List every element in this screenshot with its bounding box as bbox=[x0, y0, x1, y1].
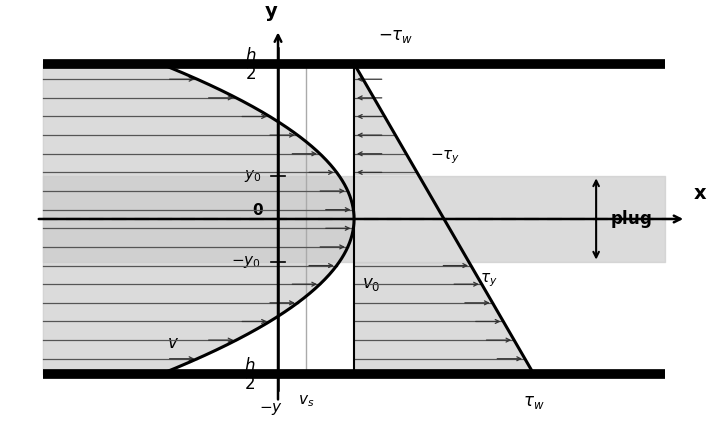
Text: $v_s$: $v_s$ bbox=[297, 393, 314, 408]
Text: $-y_0$: $-y_0$ bbox=[232, 255, 261, 270]
Text: $\mathbf{y}$: $\mathbf{y}$ bbox=[264, 4, 278, 23]
Text: $-\tau_y$: $-\tau_y$ bbox=[430, 149, 460, 166]
Text: $v$: $v$ bbox=[168, 334, 179, 352]
Text: $\tau_y$: $\tau_y$ bbox=[480, 272, 497, 289]
Text: $\mathbf{0}$: $\mathbf{0}$ bbox=[252, 202, 264, 218]
Text: $\tau_w$: $\tau_w$ bbox=[523, 393, 544, 411]
Text: $\mathbf{plug}$: $\mathbf{plug}$ bbox=[610, 208, 652, 230]
Text: $\dfrac{h}{2}$: $\dfrac{h}{2}$ bbox=[245, 46, 257, 82]
Text: $-y$: $-y$ bbox=[259, 401, 283, 417]
Text: $-\dfrac{h}{2}$: $-\dfrac{h}{2}$ bbox=[231, 356, 257, 392]
Text: $-\tau_w$: $-\tau_w$ bbox=[378, 27, 413, 45]
Text: $\mathbf{x}$: $\mathbf{x}$ bbox=[693, 184, 708, 203]
Text: $v_0$: $v_0$ bbox=[362, 275, 380, 293]
Text: $y_0$: $y_0$ bbox=[244, 168, 261, 184]
